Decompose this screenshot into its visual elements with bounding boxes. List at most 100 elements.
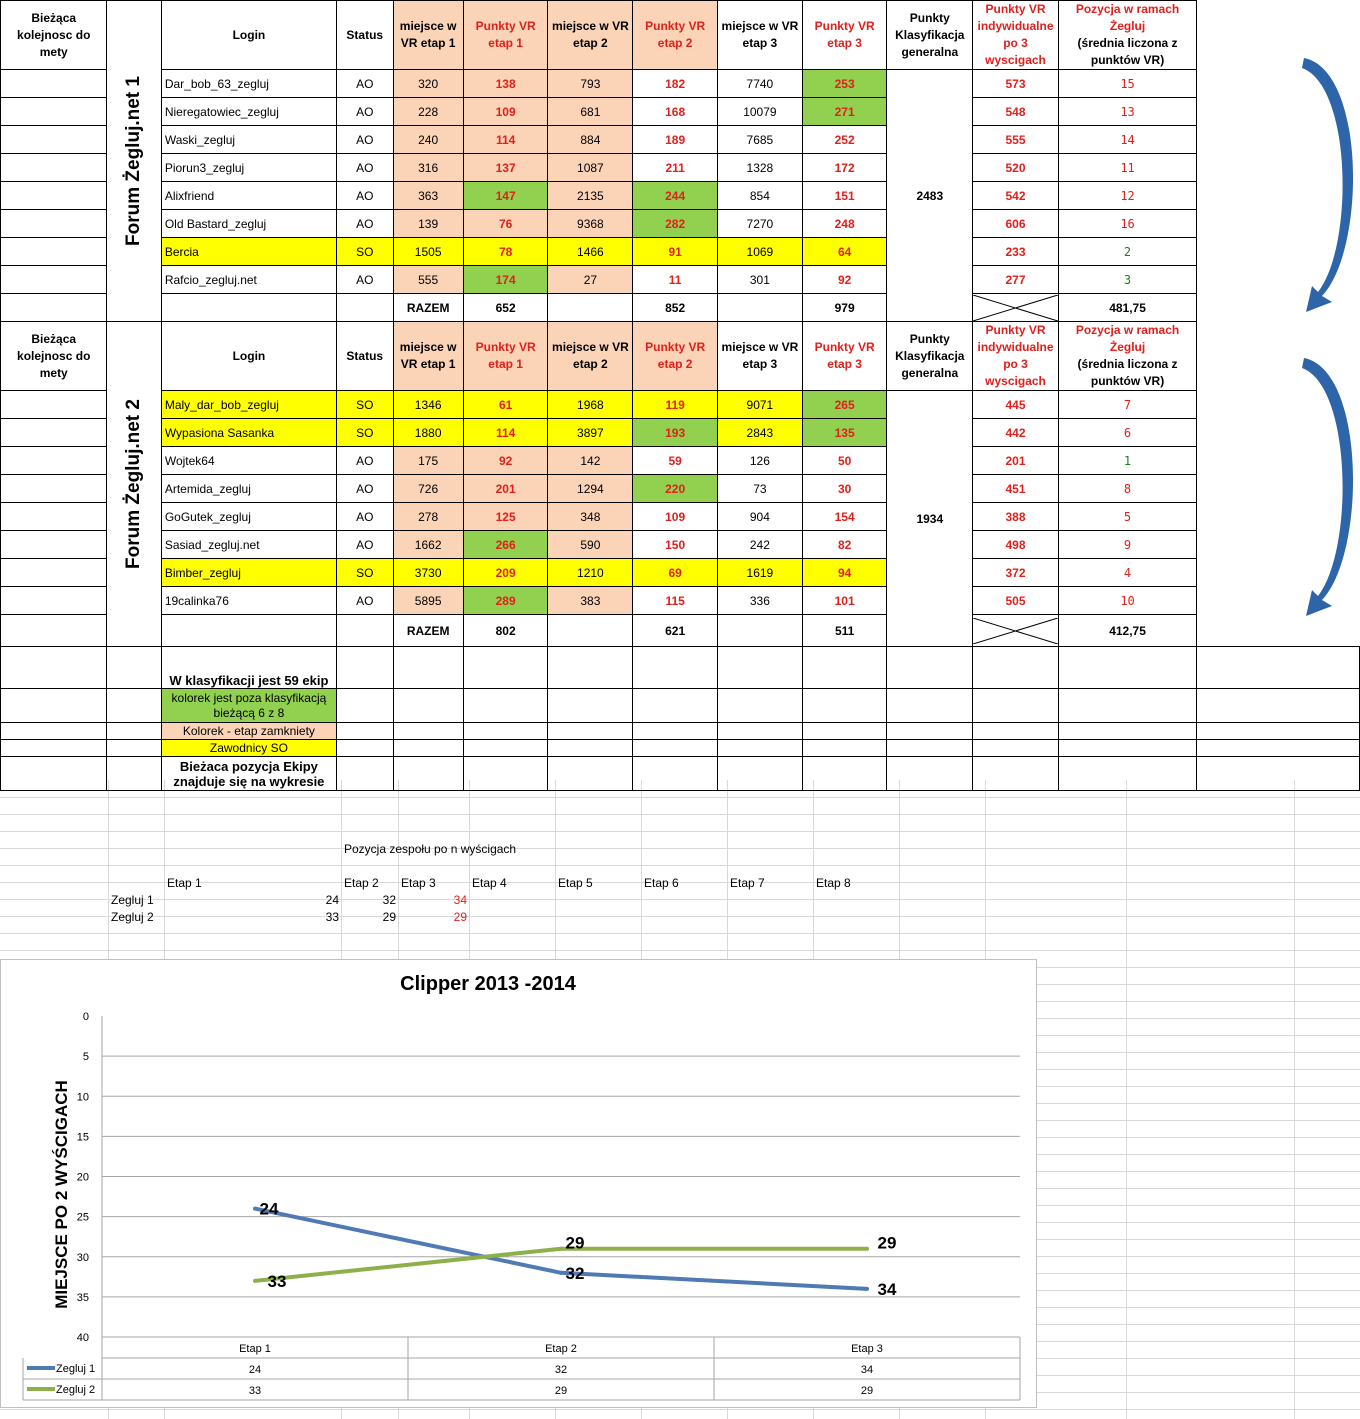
header-indywidualne: Punkty VR indywidualne po 3 wyscigach [972,0,1059,70]
legend-row: W klasyfikacji jest 59 ekip [0,646,1360,689]
data-label: 33 [268,1272,287,1291]
table-row: Dar_bob_63_zegluj AO 320 138 793 182 7740 253 24… [0,69,1360,322]
p1-cell: 174 [462,265,549,294]
pozycja-cell: 13 [1057,97,1198,126]
m1-cell: 139 [392,209,464,238]
empty-cell [632,756,718,791]
p3-cell: 253 [801,69,888,98]
table-row: Old Bastard_zegluj AO 139 76 9368 282 7270 248 6… [0,209,1360,238]
empty-cell [1057,756,1198,791]
table-row: 19calinka76 AO 5895 289 383 115 336 101 505 10 [0,586,1360,615]
team-label: Zegluj 1 [111,893,154,907]
table-row: Bercia SO 1505 78 1466 91 1069 64 233 2 [0,237,1360,266]
pozycja-cell: 2 [1057,237,1198,266]
empty-cell [632,739,718,757]
m3-cell: 7270 [716,209,803,238]
login-cell: GoGutek_zegluj [160,502,338,531]
p3-cell: 154 [801,502,888,531]
p2-cell: 59 [632,446,718,475]
pozycja-cell: 15 [1057,69,1198,98]
pozycja-cell: 12 [1057,181,1198,210]
m2-cell: 1210 [547,558,634,587]
kolejnosc-cell [0,69,108,98]
status-cell: AO [336,474,394,503]
empty-cell [886,739,974,757]
empty-cell [336,614,394,647]
team-name: Forum Żegluj.net 2 [123,399,145,569]
klasyfikacja-cell: 2483 [886,69,974,322]
header-m3: miejsce w VR etap 3 [716,0,803,70]
empty-cell [716,739,803,757]
p1-cell: 76 [462,209,549,238]
indywidualne-cell: 520 [972,153,1059,182]
data-label: 32 [566,1264,585,1283]
status-cell: SO [336,418,394,447]
header-row: Bieżąca kolejnosc do mety Forum Żegluj.ne… [0,321,1360,647]
razem-p2: 852 [632,293,718,322]
p2-cell: 11 [632,265,718,294]
pozycja-cell: 16 [1057,209,1198,238]
login-cell: Waski_zegluj [160,125,338,154]
header-m1: miejsce w VR etap 1 [392,321,464,391]
header-p2: Punkty VR etap 2 [632,321,718,391]
razem-p2: 621 [632,614,718,647]
p3-cell: 92 [801,265,888,294]
kolejnosc-cell [0,125,108,154]
razem-p3: 511 [801,614,888,647]
m2-cell: 142 [547,446,634,475]
p1-cell: 125 [462,502,549,531]
p3-cell: 248 [801,209,888,238]
m1-cell: 228 [392,97,464,126]
table-value: 29 [555,1385,567,1397]
stage-header: Etap 3 [401,876,436,890]
login-cell: Alixfriend [160,181,338,210]
position-value: 33 [325,910,339,924]
empty-cell [972,739,1059,757]
y-tick-label: 15 [77,1131,89,1143]
m1-cell: 240 [392,125,464,154]
header-login: Login [160,321,338,391]
y-tick-label: 5 [83,1051,89,1063]
kolejnosc-cell [0,209,108,238]
empty-cell [106,739,162,757]
m1-cell: 1505 [392,237,464,266]
data-point [559,1246,563,1251]
legend-count: W klasyfikacji jest 59 ekip [160,646,338,689]
m2-cell: 793 [547,69,634,98]
position-value: 29 [453,910,467,924]
empty-cell [632,646,718,689]
header-pozycja-a: Pozycja w ramach Żegluj [1075,323,1180,354]
m3-cell: 301 [716,265,803,294]
login-cell: Old Bastard_zegluj [160,209,338,238]
status-cell: AO [336,181,394,210]
crossed-cell [972,293,1059,322]
m3-cell: 1619 [716,558,803,587]
pozycja-cell: 1 [1057,446,1198,475]
m3-cell: 10079 [716,97,803,126]
crossed-cell [972,614,1059,647]
p3-cell: 135 [801,418,888,447]
m2-cell: 590 [547,530,634,559]
p3-cell: 64 [801,237,888,266]
empty-cell [716,646,803,689]
empty-cell [716,688,803,723]
kolejnosc-cell [0,446,108,475]
p3-cell: 82 [801,530,888,559]
y-tick-label: 10 [77,1091,89,1103]
status-cell: AO [336,586,394,615]
stage-header: Etap 7 [730,876,765,890]
empty-cell [0,646,108,689]
empty-cell [336,739,394,757]
team-name-vertical: Forum Żegluj.net 1 [106,0,162,322]
m2-cell: 27 [547,265,634,294]
kolejnosc-cell [0,586,108,615]
table-value: 24 [249,1364,261,1376]
p1-cell: 61 [462,390,549,419]
empty-cell [886,688,974,723]
login-cell: Nieregatowiec_zegluj [160,97,338,126]
legend-row: kolorek jest poza klasyfikacją bieżącą 6… [0,688,1360,723]
kolejnosc-cell [0,237,108,266]
empty-cell [632,722,718,740]
empty-cell [716,614,803,647]
p3-cell: 252 [801,125,888,154]
